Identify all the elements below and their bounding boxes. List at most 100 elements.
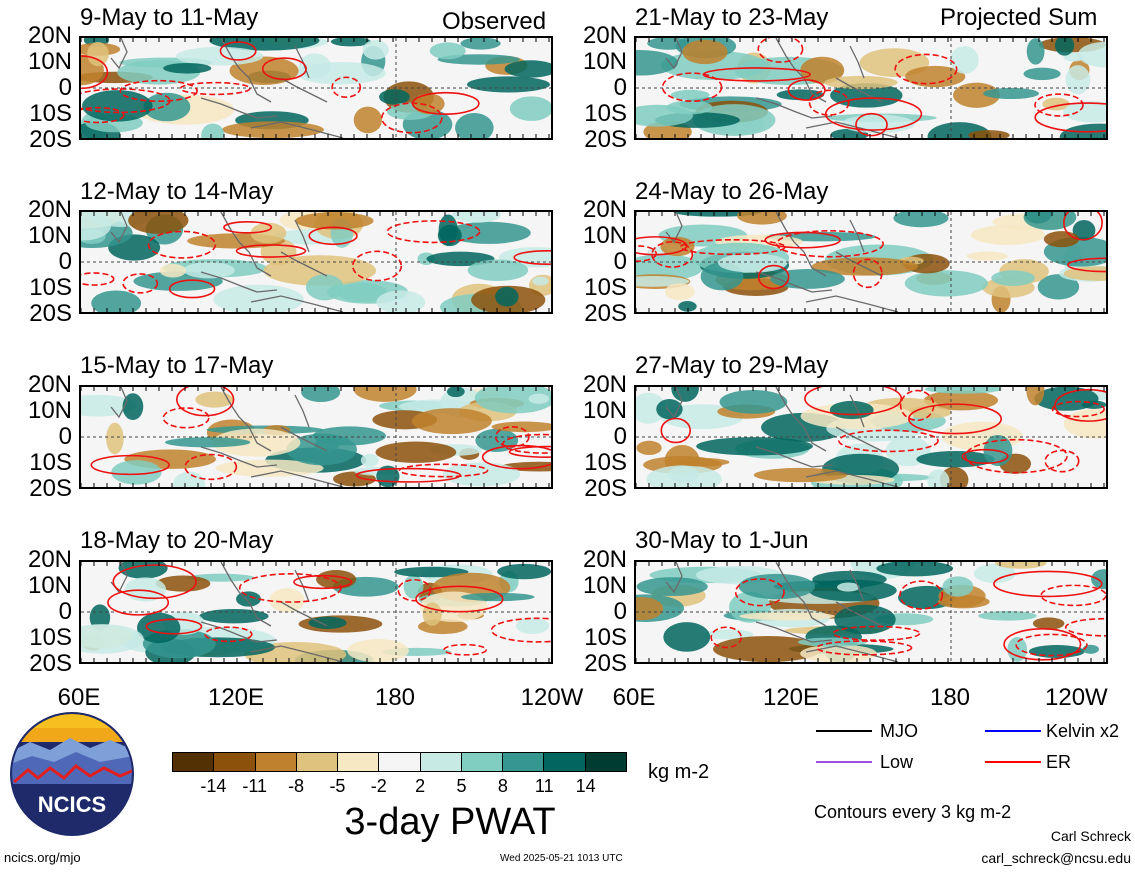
colorbar-tick-label: 8: [497, 776, 508, 796]
colorbar-swatch: [296, 753, 339, 771]
lat-label: 20N: [582, 22, 627, 49]
colorbar-swatch: [338, 753, 380, 771]
lon-label: 60E: [57, 684, 101, 711]
negative-anomaly: [215, 459, 324, 477]
positive-anomaly: [1063, 101, 1106, 123]
er-contour: [381, 102, 443, 134]
lat-label: 0: [58, 423, 72, 450]
map-canvas: [81, 38, 551, 138]
er-contour: [494, 426, 530, 448]
positive-anomaly: [442, 462, 521, 487]
er-contour: [815, 640, 913, 656]
negative-anomaly: [905, 65, 966, 88]
er-contour: [775, 230, 884, 258]
positive-anomaly: [1072, 220, 1096, 241]
er-contour: [90, 454, 170, 476]
lon-label: 180: [929, 684, 971, 711]
positive-anomaly: [666, 100, 713, 115]
pwat-map: [79, 560, 553, 664]
lat-label: 20N: [582, 196, 627, 223]
map-canvas: [81, 387, 551, 487]
footer-url: ncics.org/mjo: [4, 850, 81, 865]
positive-anomaly: [467, 259, 529, 282]
positive-anomaly: [111, 460, 162, 485]
colorbar-swatch: [544, 753, 586, 771]
positive-anomaly: [636, 49, 679, 76]
negative-anomaly: [375, 441, 457, 463]
coastline: [110, 387, 344, 487]
coastline: [110, 562, 344, 662]
negative-anomaly: [636, 440, 662, 456]
colorbar-tick-label: 14: [575, 776, 596, 796]
legend-label-er: ER: [1046, 752, 1072, 772]
positive-anomaly: [452, 212, 501, 223]
lat-label: 20S: [584, 300, 627, 327]
negative-anomaly: [824, 75, 898, 90]
lat-label: 10S: [584, 100, 627, 127]
er-contour: [651, 241, 694, 268]
er-contour: [168, 279, 216, 299]
lat-label: 10N: [27, 397, 72, 424]
positive-anomaly: [528, 393, 550, 404]
er-contour: [660, 417, 691, 444]
positive-anomaly: [1037, 274, 1080, 300]
legend-label-mjo: MJO: [880, 721, 918, 741]
er-contour: [734, 578, 785, 607]
colorbar-swatch: [585, 753, 626, 771]
lon-label: 120W: [1045, 684, 1108, 711]
positive-anomaly: [163, 62, 212, 74]
er-contour: [1054, 388, 1106, 422]
map-canvas: [636, 212, 1106, 312]
negative-anomaly: [1026, 387, 1045, 406]
er-contour: [293, 574, 353, 590]
er-contour: [179, 81, 251, 96]
lat-label: 20N: [27, 546, 72, 573]
lat-label: 10S: [29, 100, 72, 127]
er-contour: [636, 236, 688, 256]
negative-anomaly: [269, 588, 305, 613]
er-legend-line: [985, 761, 1041, 763]
positive-anomaly: [295, 61, 386, 85]
positive-anomaly: [950, 46, 979, 74]
negative-anomaly: [1063, 266, 1106, 281]
positive-anomaly: [305, 274, 344, 301]
positive-anomaly: [837, 582, 860, 592]
negative-anomaly: [753, 467, 848, 483]
lat-label: 10N: [27, 48, 72, 75]
er-contour: [636, 245, 657, 262]
er-contour: [176, 387, 235, 417]
lat-label: 10S: [584, 624, 627, 651]
positive-anomaly: [466, 76, 550, 93]
lat-label: 10S: [584, 274, 627, 301]
lat-label: 20N: [27, 22, 72, 49]
positive-anomaly: [360, 453, 379, 467]
colorbar-tick-label: -11: [242, 776, 268, 796]
lat-label: 10S: [29, 274, 72, 301]
panel-title: 15-May to 17-May: [80, 352, 274, 379]
positive-anomaly: [122, 393, 144, 421]
er-contour: [508, 445, 551, 458]
positive-anomaly: [829, 400, 874, 420]
negative-anomaly: [966, 251, 1009, 261]
legend-label-low: Low: [880, 752, 914, 772]
positive-anomaly: [1078, 41, 1106, 68]
footer-email: carl_schreck@ncsu.edu: [981, 850, 1131, 866]
negative-anomaly: [800, 56, 845, 84]
pwat-map: [79, 385, 553, 489]
logo-text: NCICS: [38, 792, 106, 817]
er-contour: [481, 444, 551, 470]
footer-author: Carl Schreck: [1050, 828, 1131, 844]
negative-anomaly: [905, 406, 952, 419]
colorbar-swatch: [379, 753, 421, 771]
positive-anomaly: [696, 437, 813, 456]
negative-anomaly: [413, 93, 445, 115]
positive-anomaly: [904, 270, 988, 297]
negative-anomaly: [295, 212, 374, 230]
negative-anomaly: [195, 391, 234, 408]
positive-anomaly: [91, 290, 142, 312]
panel-title: 30-May to 1-Jun: [635, 527, 809, 554]
er-contour: [81, 106, 125, 124]
lat-label: 10N: [27, 222, 72, 249]
er-contour: [757, 38, 804, 63]
lat-label: 0: [58, 598, 72, 625]
